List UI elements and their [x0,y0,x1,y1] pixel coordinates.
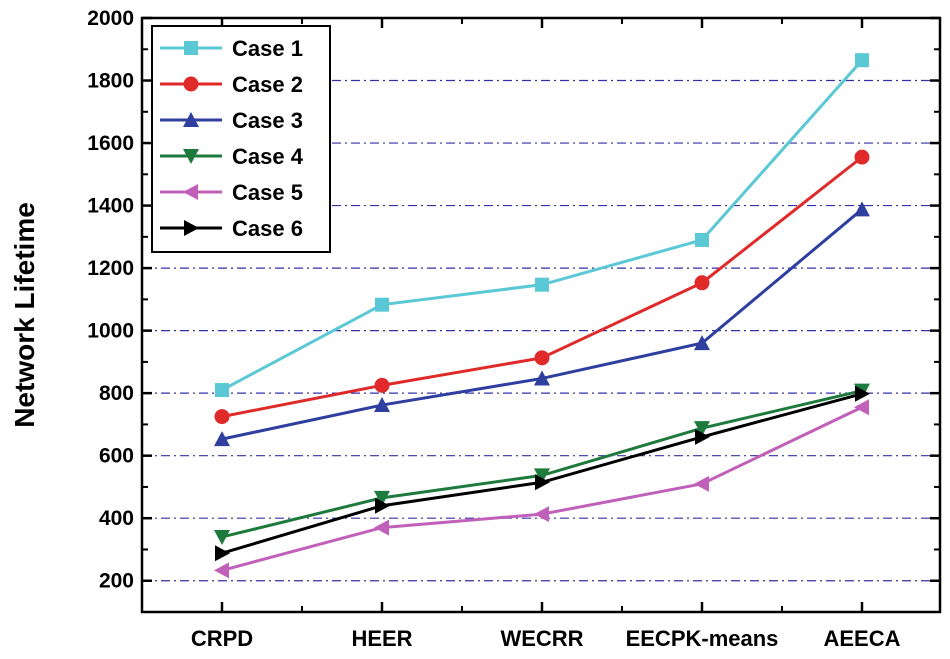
data-point [855,53,869,68]
data-point [214,562,229,579]
data-point [694,475,709,492]
series-3 [214,201,870,447]
legend-marker [184,41,198,55]
data-point [374,377,390,393]
y-tick-label: 1600 [87,132,134,155]
legend-marker [183,184,198,200]
x-tick-label: EECPK-means [626,626,779,651]
x-tick-label: AEECA [823,626,900,651]
data-point [535,277,549,292]
data-point [695,428,710,445]
legend-label: Case 4 [232,144,304,169]
legend-marker [184,220,199,236]
legend-marker [183,112,199,127]
data-point [374,397,390,413]
data-point [375,497,390,514]
y-tick-label: 400 [99,507,134,530]
legend-item: Case 4 [160,144,304,169]
legend: Case 1 Case 2 Case 3 Case 4 Case 5 Case 6 [151,25,331,253]
y-tick-label: 800 [99,382,134,405]
legend-item: Case 5 [160,180,303,205]
data-point [695,232,709,247]
data-point [854,201,870,217]
data-point [694,275,710,291]
data-point [534,468,550,484]
series-layer [214,53,870,579]
y-tick-label: 1400 [87,195,134,218]
legend-item: Case 3 [160,108,303,133]
data-point [374,519,389,536]
data-point [535,474,550,491]
y-tick-label: 600 [99,445,134,468]
data-point [534,506,549,523]
series-2 [214,149,870,425]
legend-label: Case 6 [232,216,303,241]
data-point [534,350,550,366]
data-point [214,431,230,447]
y-tick-label: 1800 [87,70,134,93]
legend-label: Case 5 [232,180,303,205]
series-5 [214,399,869,579]
series-6 [215,385,870,562]
data-point [215,545,230,562]
series-line [221,405,863,572]
data-point [375,297,389,312]
data-point [855,385,870,402]
legend-item: Case 6 [160,216,303,241]
y-tick-label: 200 [99,570,134,593]
legend-label: Case 1 [232,36,303,61]
axis-ticks: 200 400 600 800 1000 1200 1400 1600 1800 2000 CRPD… [87,7,940,651]
data-point [854,399,869,416]
x-tick-label: HEER [351,626,412,651]
legend-box [151,25,331,253]
legend-marker [183,76,199,92]
y-axis-title: Network Lifetime [9,202,40,428]
legend-label: Case 2 [232,72,303,97]
data-point [214,529,230,545]
series-1 [215,53,869,398]
series-4 [214,383,870,545]
y-tick-label: 1000 [87,320,134,343]
data-point [215,383,229,398]
data-point [214,409,230,425]
y-tick-label: 1200 [87,257,134,280]
data-point [694,421,710,437]
data-point [534,370,550,386]
legend-item: Case 1 [160,36,303,61]
legend-marker [183,149,199,164]
legend-item: Case 2 [160,72,303,97]
data-point [374,490,390,506]
data-point [854,149,870,165]
x-tick-label: CRPD [191,626,253,651]
data-point [694,335,710,351]
legend-label: Case 3 [232,108,303,133]
y-tick-label: 2000 [87,7,134,30]
x-tick-label: WECRR [500,626,583,651]
